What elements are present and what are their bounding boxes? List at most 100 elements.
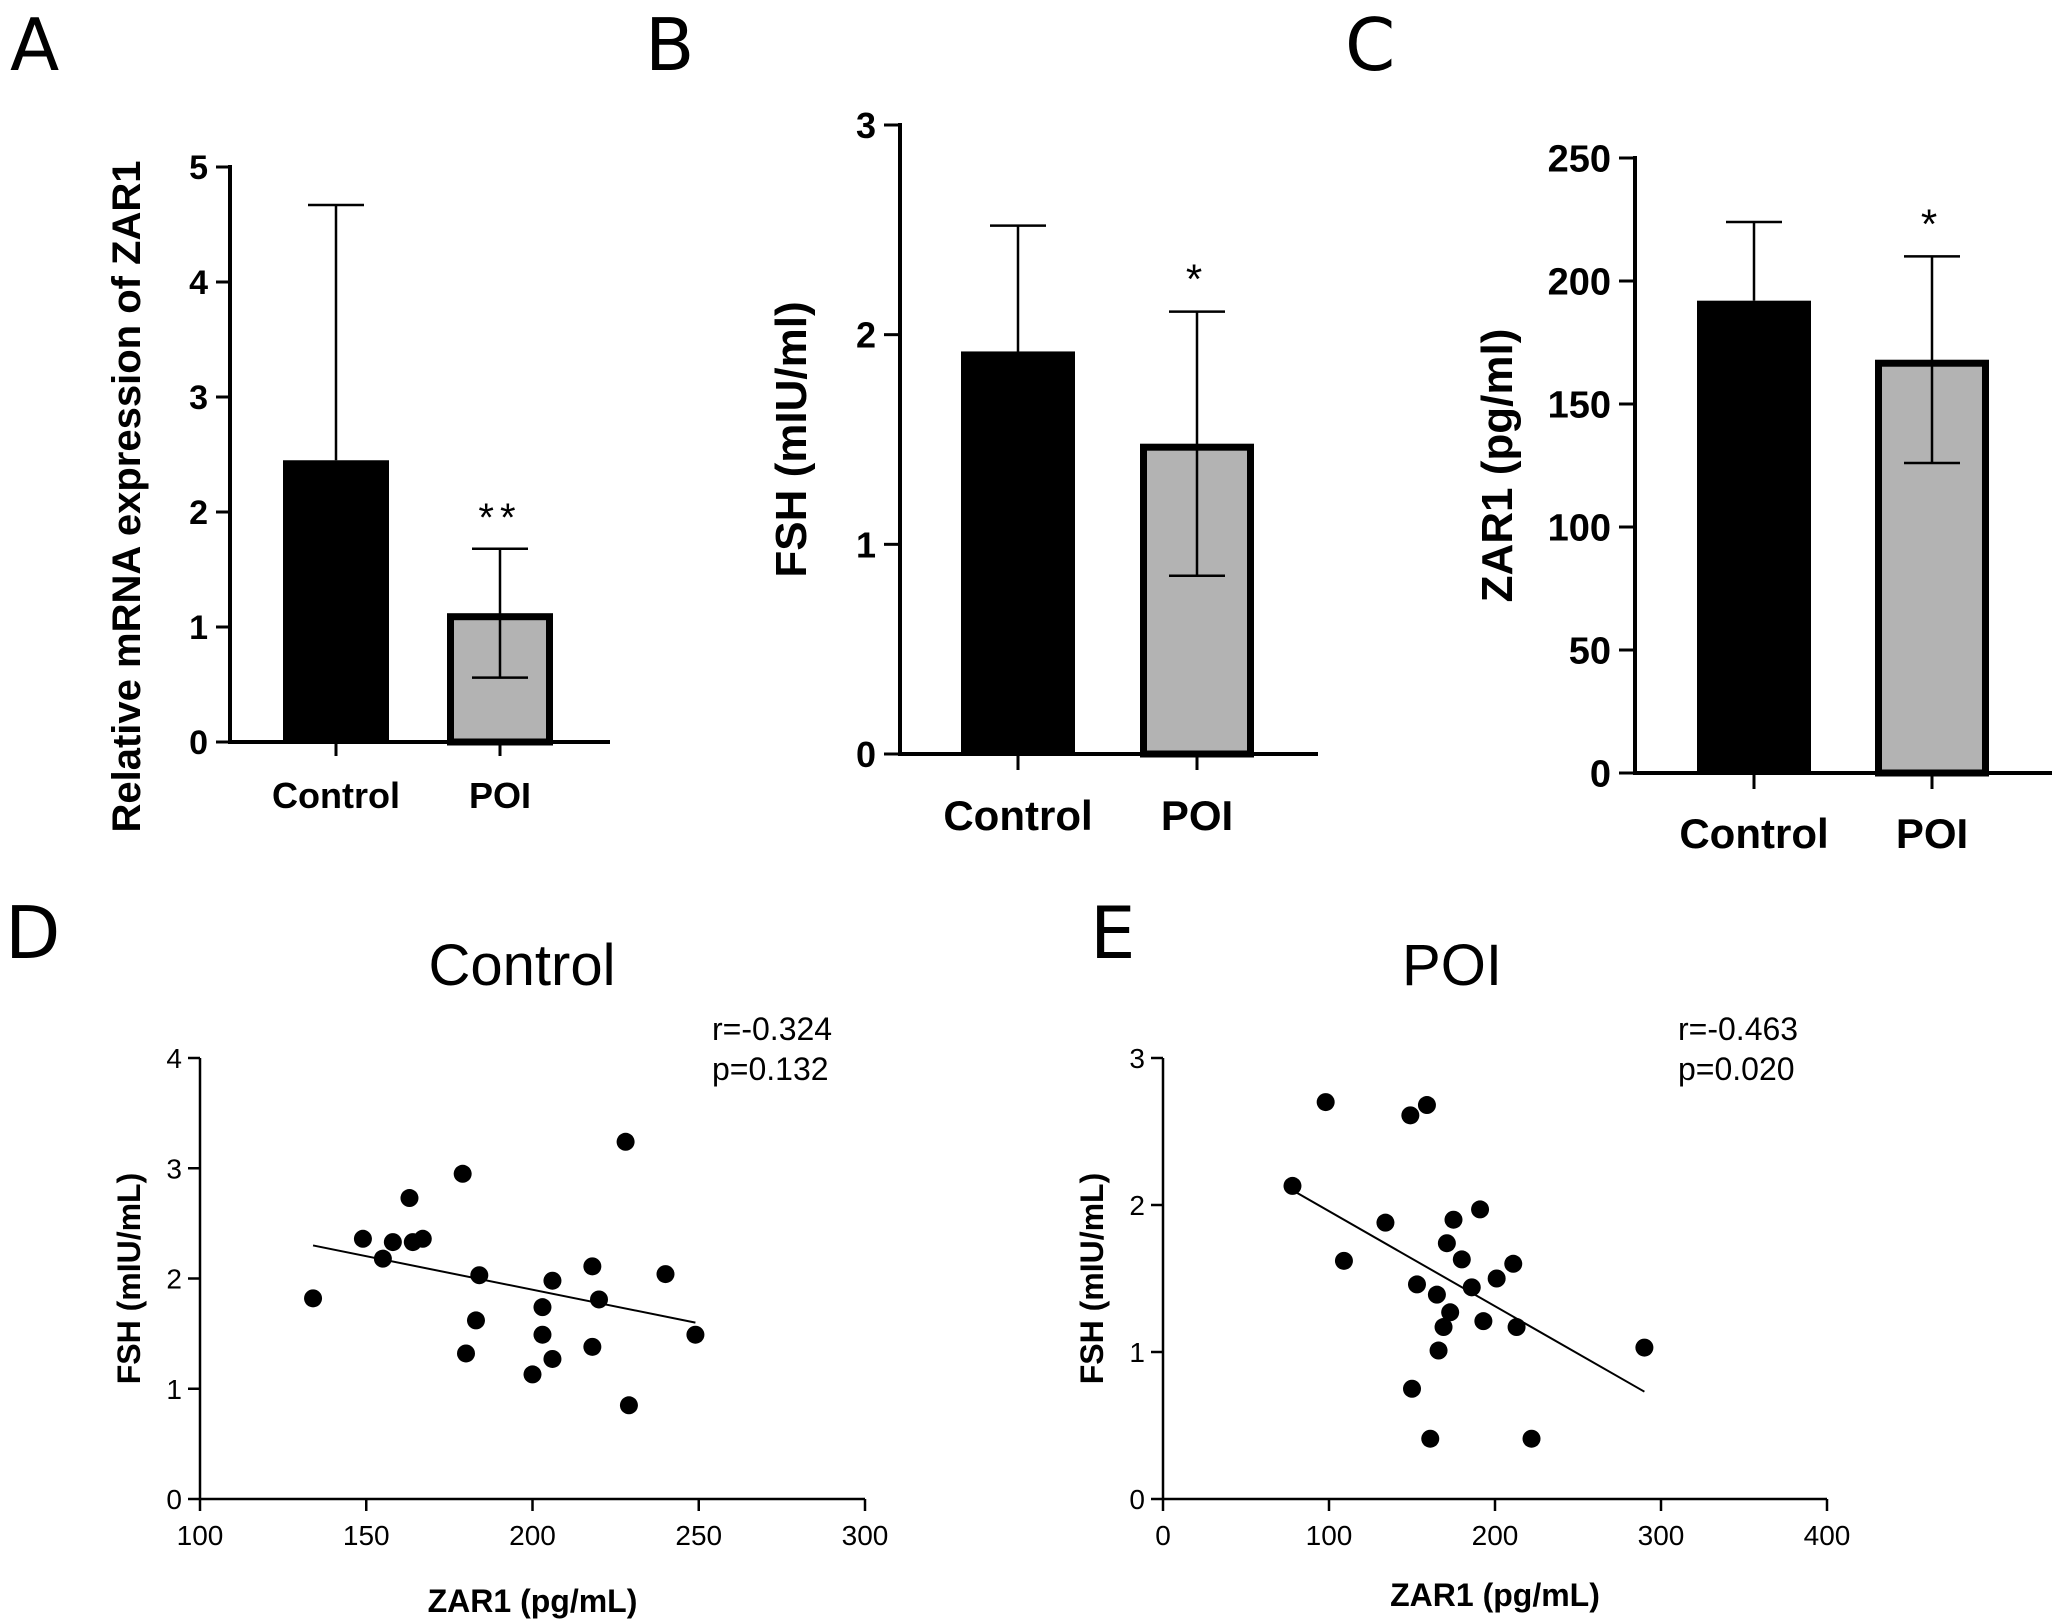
panel-d-ytick-label: 4 [166,1043,182,1074]
panel-letter-d: D [5,891,60,975]
panel-e-xtick-label: 300 [1638,1520,1685,1551]
panel-d-data-point [583,1257,602,1276]
panel-d-xtick-label: 150 [343,1520,390,1551]
panel-d-data-point [533,1298,552,1317]
panel-c-ytick-label: 150 [1548,385,1611,427]
panel-c-ytick-label: 200 [1548,262,1611,304]
panel-b-category-label: Control [943,792,1092,839]
panel-d-data-point [543,1349,562,1368]
panel-a-category-label: Control [272,775,400,816]
panel-e-data-point [1407,1275,1426,1294]
panel-b-ytick-label: 1 [856,524,876,565]
panel-e-data-point [1522,1429,1541,1448]
panel-a-bar-chart: Control ** POI 0 1 2 3 4 5 Relative mRNA expressi… [105,149,610,833]
panel-d-data-point [583,1337,602,1356]
panel-letter-c: C [1345,3,1395,87]
panel-d-data-point [656,1265,675,1284]
panel-d-data-point [533,1325,552,1344]
panel-e-data-point [1507,1318,1526,1337]
panel-c-bar-control [1697,300,1811,773]
panel-e-data-point [1462,1278,1481,1297]
panel-c-category-label: Control [1679,810,1828,857]
panel-a-ytick-label: 1 [189,609,208,647]
panel-e-data-point [1452,1250,1471,1269]
panel-e-data-point [1401,1106,1420,1125]
panel-d-y-axis-label: FSH (mIU/mL) [111,1173,147,1385]
panel-a-ytick-label: 0 [189,724,208,762]
panel-e-stat-annotation: p=0.020 [1678,1051,1795,1087]
panel-c-ytick-label: 250 [1548,139,1611,181]
panel-e-data-point [1471,1200,1490,1219]
panel-d-data-point [619,1396,638,1415]
panel-d-data-point [457,1344,475,1363]
panel-e-xtick-label: 100 [1306,1520,1353,1551]
panel-c-significance-marker: * [1921,200,1943,247]
panel-d-xtick-label: 250 [675,1520,722,1551]
panel-d-xtick-label: 300 [842,1520,889,1551]
panel-e-data-point [1474,1312,1493,1331]
panel-e-data-point [1444,1210,1463,1229]
panel-c-ytick-label: 50 [1569,631,1611,673]
panel-e-data-point [1437,1234,1456,1253]
panel-b-ytick-label: 2 [856,315,876,356]
panel-e-x-axis-label: ZAR1 (pg/mL) [1390,1577,1600,1613]
panel-d-xtick-label: 200 [509,1520,556,1551]
panel-c-category-label: POI [1896,810,1968,857]
panel-e-title: POI [1402,933,1502,998]
panel-d-title: Control [429,933,616,998]
panel-letter-e: E [1090,891,1136,975]
panel-a-ytick-label: 2 [189,494,208,532]
panel-e-data-point [1334,1251,1353,1270]
panel-e-y-axis-label: FSH (mIU/mL) [1074,1173,1110,1385]
panel-d-data-point [590,1290,608,1309]
panel-d-data-point [466,1311,485,1330]
panel-c-y-axis-label: ZAR1 (pg/ml) [1473,329,1522,603]
panel-d-scatter-plot: Control r=-0.324 p=0.132 0 1 2 3 4 100 150 200 250 3… [111,933,888,1619]
panel-c-ytick-label: 100 [1548,508,1611,550]
panel-c-ytick-label: 0 [1590,754,1611,796]
panel-d-stat-annotation: p=0.132 [712,1051,829,1087]
panel-d-ytick-label: 3 [166,1153,182,1184]
panel-a-category-label: POI [469,775,531,816]
panel-c-bar-chart: Control * POI 0 50 100 150 200 250 ZAR1 (pg/ml) [1473,139,2052,857]
panel-letter-a: A [10,3,59,87]
panel-e-data-point [1376,1213,1395,1232]
panel-e-data-point [1427,1285,1446,1304]
panel-a-ytick-label: 4 [189,264,208,302]
panel-b-category-label: POI [1161,792,1233,839]
panel-b-y-axis-label: FSH (mIU/ml) [767,301,816,577]
panel-b-bar-control [961,351,1075,754]
panel-b-ytick-label: 0 [856,734,876,775]
panel-e-ytick-label: 2 [1129,1190,1145,1221]
panel-d-data-point [453,1164,472,1183]
panel-a-bar-control [283,460,389,742]
panel-b-significance-marker: * [1186,256,1208,303]
panel-d-xtick-label: 100 [177,1520,224,1551]
panel-d-ytick-label: 1 [166,1374,182,1405]
panel-e-data-point [1635,1338,1654,1357]
panel-d-data-point [523,1365,542,1384]
panel-e-data-point [1429,1341,1448,1360]
panel-b-bar-chart: Control * POI 0 1 2 3 FSH (mIU/ml) [767,105,1318,839]
panel-letter-b: B [645,3,694,87]
panel-e-ytick-label: 0 [1129,1484,1145,1515]
panel-d-data-point [383,1233,402,1252]
panel-d-x-axis-label: ZAR1 (pg/mL) [428,1583,638,1619]
panel-d-regression-line [312,1244,696,1324]
panel-e-xtick-label: 0 [1155,1520,1171,1551]
panel-d-data-point [543,1271,562,1290]
panel-a-y-axis-label: Relative mRNA expression of ZAR1 [105,160,149,832]
panel-d-data-point [413,1229,432,1248]
panel-e-ytick-label: 1 [1129,1337,1145,1368]
panel-e-ytick-label: 3 [1129,1043,1145,1074]
panel-e-data-point [1434,1318,1453,1337]
panel-a-significance-marker: ** [478,496,521,540]
panel-e-data-point [1417,1096,1436,1115]
panel-e-xtick-label: 400 [1804,1520,1851,1551]
panel-e-stat-annotation: r=-0.463 [1678,1011,1798,1047]
panel-b-ytick-label: 3 [856,105,876,146]
panel-a-ytick-label: 5 [189,149,208,187]
panel-d-ytick-label: 0 [166,1484,182,1515]
panel-d-ytick-label: 2 [166,1264,182,1295]
panel-d-stat-annotation: r=-0.324 [712,1011,832,1047]
